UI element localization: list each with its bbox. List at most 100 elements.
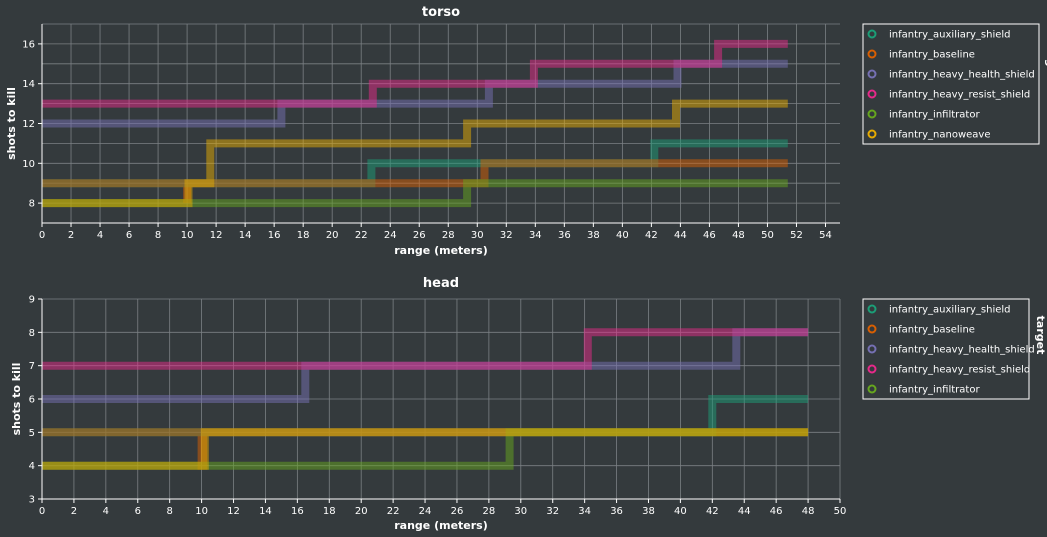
chart-head: 0 2 4 6 8 10 12 14 16 18 20 22 24 26 28 30 32 34 36 38 40 42 4…: [10, 276, 1047, 532]
legend: infantry_auxiliary_shield infantry_baseli…: [862, 23, 1047, 145]
x-tick-label: 0: [39, 230, 45, 241]
y-tick-label: 5: [29, 428, 35, 439]
series-line-infantry_nanoweave: [42, 428, 809, 470]
y-tick-label: 14: [22, 79, 35, 90]
x-tick-label: 6: [126, 230, 132, 241]
x-tick-label: 54: [819, 230, 832, 241]
y-tick-label: 12: [22, 119, 35, 130]
x-tick-label: 18: [297, 230, 310, 241]
x-tick-label: 48: [732, 230, 745, 241]
legend-symbol: [867, 304, 877, 314]
x-tick-label: 30: [514, 506, 527, 517]
y-tick-label: 6: [29, 395, 35, 406]
x-tick-label: 36: [610, 506, 623, 517]
x-tick-label: 52: [790, 230, 803, 241]
legend-label: infantry_heavy_resist_shield: [889, 90, 1030, 101]
x-tick-label: 22: [387, 506, 400, 517]
legend-symbol: [867, 344, 877, 354]
x-tick-label: 26: [451, 506, 464, 517]
legend-symbol: [867, 49, 877, 59]
y-tick-label: 16: [22, 39, 35, 50]
x-tick-label: 38: [642, 506, 655, 517]
y-tick-label: 7: [29, 361, 35, 372]
legend-symbol: [867, 364, 877, 374]
legend-symbol: [867, 89, 877, 99]
legend-box: [862, 23, 1040, 145]
x-tick-label: 12: [210, 230, 223, 241]
chart-title: head: [423, 276, 459, 291]
x-tick-label: 16: [291, 506, 304, 517]
x-tick-label: 28: [483, 506, 496, 517]
x-tick-label: 0: [39, 506, 45, 517]
legend-label: infantry_infiltrator: [889, 110, 980, 121]
x-tick-label: 42: [706, 506, 719, 517]
x-tick-label: 48: [802, 506, 815, 517]
legend-label: infantry_baseline: [889, 325, 975, 336]
x-tick-label: 8: [166, 506, 172, 517]
legend-symbol: [867, 109, 877, 119]
series-group: [42, 328, 809, 470]
legend-title: target: [1034, 316, 1047, 355]
y-tick-label: 3: [29, 495, 35, 506]
legend-symbol: [867, 29, 877, 39]
x-tick-label: 36: [558, 230, 571, 241]
x-tick-label: 26: [413, 230, 426, 241]
x-tick-label: 14: [259, 506, 272, 517]
x-tick-label: 12: [227, 506, 240, 517]
x-tick-label: 20: [355, 506, 368, 517]
y-tick-label: 4: [29, 461, 35, 472]
x-tick-label: 24: [419, 506, 432, 517]
x-tick-label: 2: [71, 506, 77, 517]
x-tick-label: 30: [471, 230, 484, 241]
legend-symbol: [867, 69, 877, 79]
x-tick-label: 8: [155, 230, 161, 241]
legend-label: infantry_heavy_resist_shield: [889, 365, 1030, 376]
y-axis-label: shots to kill: [10, 363, 23, 436]
x-tick-label: 4: [97, 230, 103, 241]
series-line-infantry_nanoweave: [42, 99, 788, 208]
x-tick-label: 38: [587, 230, 600, 241]
x-tick-label: 44: [738, 506, 751, 517]
legend: infantry_auxiliary_shield infantry_baseli…: [862, 298, 1047, 400]
x-axis-label: range (meters): [394, 244, 488, 257]
legend-symbol: [867, 324, 877, 334]
x-tick-label: 46: [770, 506, 783, 517]
y-tick-label: 8: [29, 328, 35, 339]
legend-title: target: [1044, 41, 1047, 80]
legend-symbol: [867, 129, 877, 139]
legend-label: infantry_auxiliary_shield: [889, 30, 1011, 41]
x-tick-label: 2: [68, 230, 74, 241]
series-group: [42, 39, 788, 208]
chart-title: torso: [422, 5, 460, 20]
x-tick-label: 40: [674, 506, 687, 517]
legend-symbol: [867, 384, 877, 394]
x-tick-label: 44: [674, 230, 687, 241]
y-tick-label: 8: [29, 199, 35, 210]
y-tick-label: 9: [29, 295, 35, 306]
chart-torso: 0 2 4 6 8 10 12 14 16 18 20 22 24 26 28 30 32 34 36 38 40 42 4…: [5, 5, 1047, 257]
legend-box: [862, 298, 1030, 400]
legend-label: infantry_heavy_health_shield: [889, 345, 1035, 356]
series-line-infantry_heavy_resist_shield: [42, 39, 788, 108]
x-tick-label: 22: [355, 230, 368, 241]
x-tick-label: 14: [239, 230, 252, 241]
series-line-infantry_heavy_resist_shield: [42, 328, 809, 370]
x-tick-label: 20: [326, 230, 339, 241]
x-tick-label: 6: [135, 506, 141, 517]
legend-label: infantry_heavy_health_shield: [889, 70, 1035, 81]
x-tick-label: 46: [703, 230, 716, 241]
x-tick-label: 42: [645, 230, 658, 241]
x-tick-label: 18: [323, 506, 336, 517]
x-tick-label: 40: [616, 230, 629, 241]
legend-label: infantry_baseline: [889, 50, 975, 61]
legend-label: infantry_auxiliary_shield: [889, 305, 1011, 316]
x-tick-label: 28: [442, 230, 455, 241]
x-tick-label: 10: [181, 230, 194, 241]
legend-label: infantry_nanoweave: [889, 130, 991, 141]
legend-label: infantry_infiltrator: [889, 385, 980, 396]
x-tick-label: 4: [103, 506, 109, 517]
x-axis-label: range (meters): [394, 519, 488, 532]
x-tick-label: 10: [195, 506, 208, 517]
x-tick-label: 34: [578, 506, 591, 517]
